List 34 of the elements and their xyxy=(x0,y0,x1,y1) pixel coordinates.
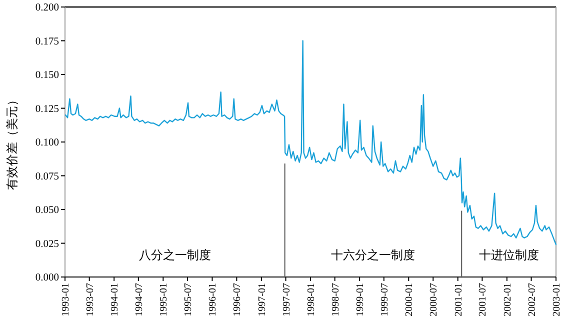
x-tick-label: 1994-07 xyxy=(134,283,145,316)
y-tick-label: 0.125 xyxy=(35,104,59,115)
x-tick-label: 1993-01 xyxy=(60,283,72,316)
x-tick-label: 1995-01 xyxy=(158,283,170,316)
x-tick-label: 2003-01 xyxy=(552,283,562,316)
x-tick-label: 1998-01 xyxy=(306,283,317,316)
x-tick-label: 2000-01 xyxy=(404,283,416,316)
y-axis-title: 有效价差（美元） xyxy=(5,94,19,190)
x-tick-label: 1996-01 xyxy=(208,283,219,316)
y-tick-label: 0.075 xyxy=(35,171,59,182)
y-tick-label: 0.000 xyxy=(35,272,59,284)
x-tick-label: 1999-07 xyxy=(379,283,390,316)
x-tick-label: 2002-07 xyxy=(526,283,538,316)
x-tick-label: 2001-07 xyxy=(478,283,489,316)
annotation: 八分之一制度 xyxy=(138,248,211,262)
x-tick-label: 1997-07 xyxy=(281,283,292,316)
x-tick-label: 2000-07 xyxy=(428,283,440,316)
annotation: 十六分之一制度 xyxy=(331,248,416,262)
y-tick-label: 0.025 xyxy=(35,238,59,250)
x-tick-label: 1998-07 xyxy=(330,283,342,316)
x-tick-label: 1993-07 xyxy=(84,283,96,316)
x-tick-label: 1995-07 xyxy=(182,283,194,316)
y-tick-label: 0.150 xyxy=(35,70,59,81)
y-tick-label: 0.175 xyxy=(35,36,59,48)
x-tick-label: 1997-01 xyxy=(256,283,268,316)
x-tick-label: 1996-07 xyxy=(232,283,244,316)
x-tick-label: 1999-01 xyxy=(355,283,366,316)
y-tick-label: 0.050 xyxy=(35,205,59,216)
x-tick-label: 2002-01 xyxy=(502,283,514,316)
y-tick-label: 0.100 xyxy=(35,138,59,148)
x-tick-label: 2001-01 xyxy=(453,283,464,316)
x-tick-label: 1994-01 xyxy=(110,283,121,316)
annotation: 十进位制度 xyxy=(478,248,539,262)
y-tick-label: 0.200 xyxy=(35,2,59,14)
